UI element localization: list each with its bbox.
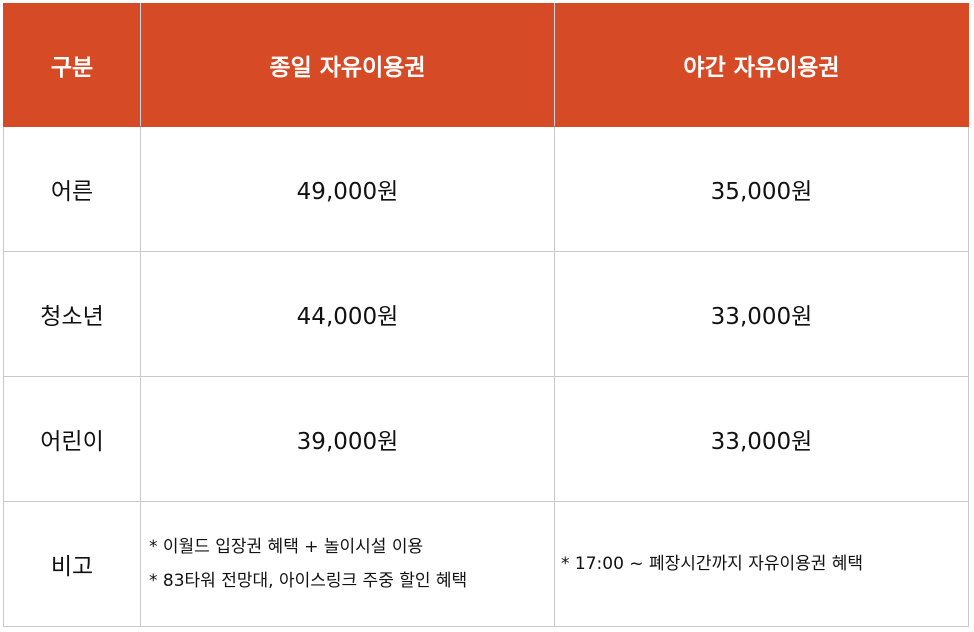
header-day-pass: 종일 자유이용권 [140, 3, 555, 127]
row-label-teen: 청소년 [3, 251, 141, 377]
table-row: 어린이 39,000원 33,000원 [3, 376, 969, 502]
row-label-adult: 어른 [3, 126, 141, 252]
table-header-row: 구분 종일 자유이용권 야간 자유이용권 [3, 3, 969, 127]
day-price-adult: 49,000원 [140, 126, 555, 252]
table-row: 어른 49,000원 35,000원 [3, 126, 969, 252]
day-note-line: * 이월드 입장권 혜택 + 놀이시설 이용 [149, 537, 424, 557]
day-price-teen: 44,000원 [140, 251, 555, 377]
night-price-adult: 35,000원 [554, 126, 969, 252]
row-label-notes: 비고 [3, 501, 141, 627]
price-table: 구분 종일 자유이용권 야간 자유이용권 어른 49,000원 35,000원 … [3, 3, 969, 627]
header-category: 구분 [3, 3, 141, 127]
day-price-child: 39,000원 [140, 376, 555, 502]
header-night-pass: 야간 자유이용권 [554, 3, 969, 127]
table-row: 청소년 44,000원 33,000원 [3, 251, 969, 377]
night-note-line: * 17:00 ~ 폐장시간까지 자유이용권 혜택 [561, 554, 864, 574]
day-note-line: * 83타워 전망대, 아이스링크 주중 할인 혜택 [149, 571, 468, 591]
night-pass-note: * 17:00 ~ 폐장시간까지 자유이용권 혜택 [554, 501, 969, 627]
night-price-teen: 33,000원 [554, 251, 969, 377]
day-pass-notes: * 이월드 입장권 혜택 + 놀이시설 이용 * 83타워 전망대, 아이스링크… [140, 501, 555, 627]
night-price-child: 33,000원 [554, 376, 969, 502]
row-label-child: 어린이 [3, 376, 141, 502]
notes-row: 비고 * 이월드 입장권 혜택 + 놀이시설 이용 * 83타워 전망대, 아이… [3, 501, 969, 627]
